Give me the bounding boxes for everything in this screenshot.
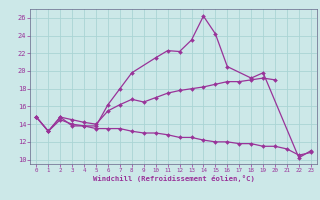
X-axis label: Windchill (Refroidissement éolien,°C): Windchill (Refroidissement éolien,°C) (93, 175, 254, 182)
